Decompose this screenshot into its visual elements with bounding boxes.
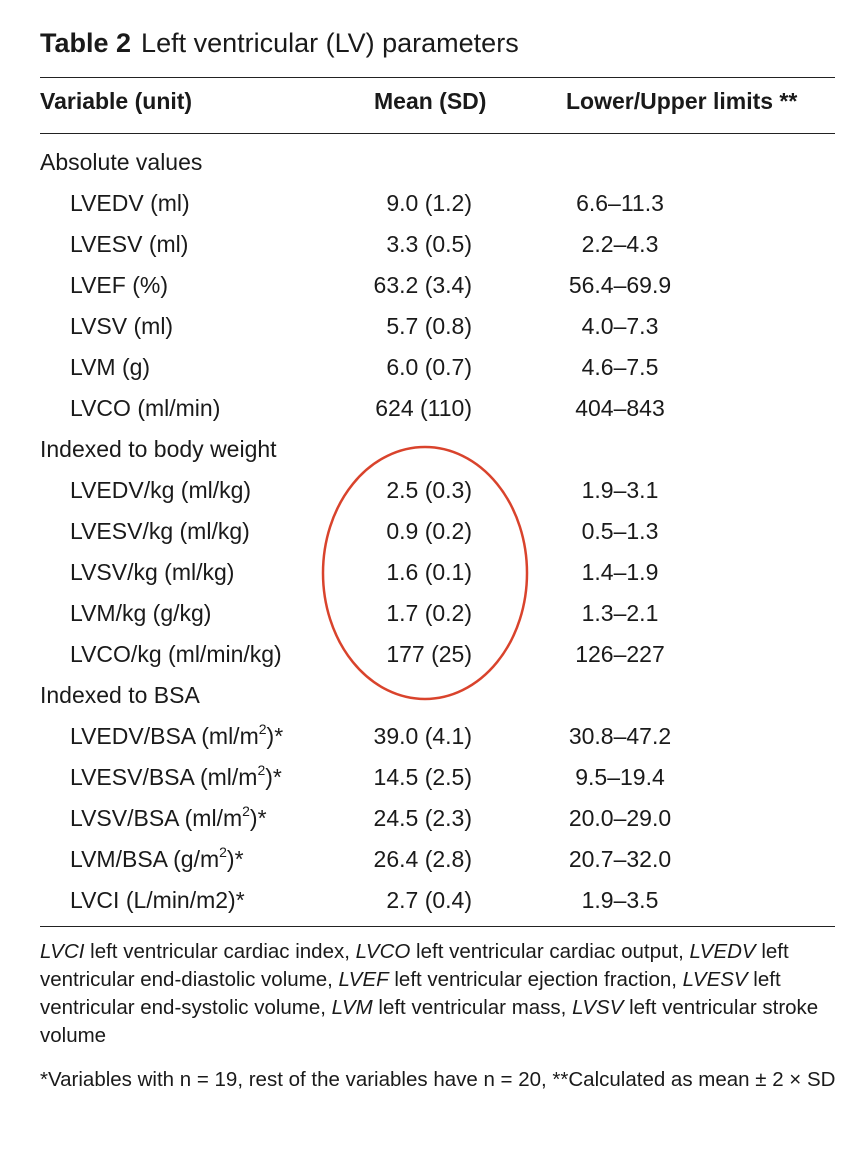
mean-cell: 5.7 (0.8) xyxy=(386,313,472,339)
table-row: LVEF (%) 63.2 (3.4) 56.4–69.9 xyxy=(0,272,860,313)
table-row: LVM/kg (g/kg) 1.7 (0.2) 1.3–2.1 xyxy=(0,600,860,641)
mean-cell: 6.0 (0.7) xyxy=(386,354,472,380)
abbrev-term: LVEDV xyxy=(689,940,756,963)
table-row: LVEDV (ml) 9.0 (1.2) 6.6–11.3 xyxy=(0,190,860,231)
section-row: Indexed to body weight xyxy=(0,436,860,477)
mean-cell: 26.4 (2.8) xyxy=(373,846,472,872)
limits-cell: 56.4–69.9 xyxy=(568,272,672,298)
limits-cell: 0.5–1.3 xyxy=(581,518,659,544)
limits-cell: 2.2–4.3 xyxy=(581,231,659,257)
table-row: LVESV/kg (ml/kg) 0.9 (0.2) 0.5–1.3 xyxy=(0,518,860,559)
mean-cell: 2.5 (0.3) xyxy=(386,477,472,503)
abbrev-term: LVSV xyxy=(572,996,624,1019)
section-title: Absolute values xyxy=(40,149,203,175)
table-row: LVEDV/kg (ml/kg) 2.5 (0.3) 1.9–3.1 xyxy=(0,477,860,518)
table-label: Table 2 xyxy=(40,28,132,58)
section-row: Indexed to BSA xyxy=(0,682,860,723)
abbrev-term: LVCO xyxy=(355,940,411,963)
table-caption: Table 2 Left ventricular (LV) parameters xyxy=(40,28,519,59)
variable-cell: LVEDV/BSA (ml/m2)* xyxy=(70,721,284,749)
table-row: LVM (g) 6.0 (0.7) 4.6–7.5 xyxy=(0,354,860,395)
limits-cell: 1.9–3.1 xyxy=(581,477,659,503)
mean-cell: 1.7 (0.2) xyxy=(386,600,472,626)
section-title: Indexed to BSA xyxy=(40,682,200,708)
variable-cell: LVM (g) xyxy=(70,354,151,380)
variable-cell: LVSV/kg (ml/kg) xyxy=(70,559,235,585)
abbrev-term: LVM xyxy=(331,996,373,1019)
limits-cell: 6.6–11.3 xyxy=(576,190,664,216)
variable-cell: LVESV/kg (ml/kg) xyxy=(70,518,250,544)
limits-cell: 1.3–2.1 xyxy=(581,600,659,626)
mean-cell: 1.6 (0.1) xyxy=(386,559,472,585)
variable-cell: LVEDV (ml) xyxy=(70,190,190,216)
variable-cell: LVCO/kg (ml/min/kg) xyxy=(70,641,282,667)
limits-cell: 1.9–3.5 xyxy=(581,887,659,913)
footnote-abbreviations: LVCI left ventricular cardiac index, LVC… xyxy=(40,940,819,1047)
variable-cell: LVSV (ml) xyxy=(70,313,174,339)
variable-cell: LVESV (ml) xyxy=(70,231,189,257)
mean-cell: 0.9 (0.2) xyxy=(386,518,472,544)
limits-cell: 20.0–29.0 xyxy=(568,805,672,831)
limits-cell: 1.4–1.9 xyxy=(581,559,659,585)
table-row: LVSV/kg (ml/kg) 1.6 (0.1) 1.4–1.9 xyxy=(0,559,860,600)
limits-cell: 4.6–7.5 xyxy=(581,354,659,380)
variable-cell: LVEDV/kg (ml/kg) xyxy=(70,477,252,503)
mean-cell: 2.7 (0.4) xyxy=(386,887,472,913)
mean-cell: 9.0 (1.2) xyxy=(386,190,472,216)
abbrev-term: LVESV xyxy=(682,968,748,991)
table-row: LVCO (ml/min) 624 (110) 404–843 xyxy=(0,395,860,436)
abbrev-term: LVCI xyxy=(40,940,85,963)
mean-cell: 39.0 (4.1) xyxy=(373,723,472,749)
mean-cell: 624 (110) xyxy=(375,395,472,421)
limits-cell: 126–227 xyxy=(575,641,665,667)
limits-cell: 9.5–19.4 xyxy=(575,764,665,790)
mean-cell: 24.5 (2.3) xyxy=(373,805,472,831)
variable-cell: LVM/kg (g/kg) xyxy=(70,600,212,626)
limits-cell: 404–843 xyxy=(575,395,665,421)
top-rule xyxy=(40,77,835,78)
header-mean: Mean (SD) xyxy=(374,88,487,114)
table-row: LVESV (ml) 3.3 (0.5) 2.2–4.3 xyxy=(0,231,860,272)
mean-cell: 3.3 (0.5) xyxy=(386,231,472,257)
abbrev-term: LVEF xyxy=(338,968,389,991)
table-row: LVM/BSA (g/m2)* 26.4 (2.8) 20.7–32.0 xyxy=(0,844,860,887)
header-variable: Variable (unit) xyxy=(40,88,193,114)
table-row: LVCI (L/min/m2)* 2.7 (0.4) 1.9–3.5 xyxy=(0,887,860,928)
limits-cell: 4.0–7.3 xyxy=(581,313,659,339)
variable-cell: LVCI (L/min/m2)* xyxy=(70,887,245,913)
mean-cell: 14.5 (2.5) xyxy=(373,764,472,790)
limits-cell: 30.8–47.2 xyxy=(568,723,672,749)
variable-cell: LVEF (%) xyxy=(70,272,168,298)
table-title: Left ventricular (LV) parameters xyxy=(141,28,519,58)
variable-cell: LVSV/BSA (ml/m2)* xyxy=(70,803,267,831)
table-row: LVESV/BSA (ml/m2)* 14.5 (2.5) 9.5–19.4 xyxy=(0,762,860,805)
bottom-rule xyxy=(40,926,835,927)
variable-cell: LVCO (ml/min) xyxy=(70,395,221,421)
footnote-n: *Variables with n = 19, rest of the vari… xyxy=(40,1068,836,1091)
table-row: LVCO/kg (ml/min/kg) 177 (25) 126–227 xyxy=(0,641,860,682)
header-limits: Lower/Upper limits ** xyxy=(566,88,798,114)
limits-cell: 20.7–32.0 xyxy=(568,846,672,872)
mean-cell: 63.2 (3.4) xyxy=(373,272,472,298)
section-row: Absolute values xyxy=(0,149,860,190)
table-row: LVSV/BSA (ml/m2)* 24.5 (2.3) 20.0–29.0 xyxy=(0,803,860,846)
section-title: Indexed to body weight xyxy=(40,436,277,462)
variable-cell: LVM/BSA (g/m2)* xyxy=(70,844,244,872)
table-row: LVEDV/BSA (ml/m2)* 39.0 (4.1) 30.8–47.2 xyxy=(0,721,860,764)
variable-cell: LVESV/BSA (ml/m2)* xyxy=(70,762,282,790)
table-row: LVSV (ml) 5.7 (0.8) 4.0–7.3 xyxy=(0,313,860,354)
header-rule xyxy=(40,133,835,134)
mean-cell: 177 (25) xyxy=(386,641,472,667)
